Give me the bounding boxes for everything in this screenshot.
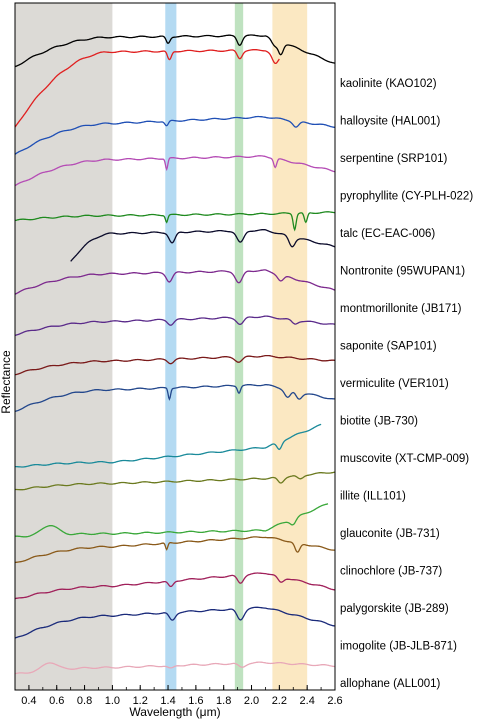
series-line-2	[14, 49, 280, 128]
absorption-band-1	[15, 3, 113, 690]
series-label-4: pyrophyllite (CY-PLH-022)	[340, 191, 473, 203]
x-tick-label: 1.4	[160, 695, 175, 707]
series-line-15	[14, 572, 336, 600]
absorption-bands	[15, 3, 308, 690]
series-line-8	[14, 315, 336, 337]
series-label-6: Nontronite (95WUPAN1)	[340, 266, 465, 278]
series-line-13	[14, 503, 329, 538]
x-tick-label: 0.6	[49, 695, 64, 707]
series-line-1	[14, 34, 336, 68]
series-label-14: clinochlore (JB-737)	[340, 566, 442, 578]
spectra-series-group	[14, 34, 336, 675]
x-tick-label: 2.4	[300, 695, 315, 707]
x-tick-label: 2.6	[327, 695, 342, 707]
series-line-17	[14, 661, 335, 675]
series-labels: kaolinite (KAO102) halloysite (HAL001) ser…	[340, 78, 473, 690]
series-label-11: muscovite (XT-CMP-009)	[340, 453, 469, 465]
x-axis-label: Wavelength (μm)	[129, 705, 220, 719]
series-line-6	[70, 229, 336, 262]
absorption-band-3	[234, 3, 244, 690]
series-label-7: montmorillonite (JB171)	[340, 303, 462, 315]
x-tick-label: 0.8	[77, 695, 92, 707]
series-label-8: saponite (SAP101)	[340, 341, 437, 353]
y-axis-label: Reflectance	[0, 350, 13, 414]
series-line-12	[15, 471, 336, 491]
absorption-band-2	[165, 3, 177, 690]
x-tick-label: 0.4	[21, 695, 36, 707]
x-tick-label: 2.2	[272, 695, 287, 707]
series-line-14	[14, 536, 335, 564]
series-line-3	[14, 115, 336, 155]
series-line-9	[14, 354, 336, 376]
series-line-4	[14, 155, 336, 187]
series-label-13: glauconite (JB-731)	[340, 528, 440, 540]
series-label-10: biotite (JB-730)	[340, 416, 418, 428]
series-line-7	[14, 269, 336, 295]
series-line-16	[14, 606, 336, 639]
axes: 0.4 0.6 0.8 1.0 1.2 1.4 1.6 1.8 2.0 2.2 2.4 2.6	[14, 2, 343, 707]
series-label-15: palygorskite (JB-289)	[340, 603, 449, 615]
absorption-band-4	[272, 3, 308, 690]
series-label-12: illite (ILL101)	[340, 491, 406, 503]
x-tick-label: 2.0	[244, 695, 259, 707]
series-label-5: talc (EC-EAC-006)	[340, 228, 435, 240]
series-label-16: imogolite (JB-JLB-871)	[340, 641, 457, 653]
series-label-17: allophane (ALL001)	[340, 678, 441, 690]
plot-frame	[14, 2, 336, 691]
series-label-9: vermiculite (VER101)	[340, 378, 449, 390]
x-tick-label: 1.8	[216, 695, 231, 707]
x-tick-label: 1.2	[133, 695, 148, 707]
series-label-1: kaolinite (KAO102)	[340, 78, 437, 90]
series-label-3: serpentine (SRP101)	[340, 153, 448, 165]
series-line-10	[14, 384, 336, 413]
series-label-2: halloysite (HAL001)	[340, 116, 441, 128]
series-line-11	[15, 423, 322, 468]
series-line-5	[14, 211, 336, 232]
x-tick-label: 1.6	[188, 695, 203, 707]
x-tick-label: 1.0	[105, 695, 120, 707]
